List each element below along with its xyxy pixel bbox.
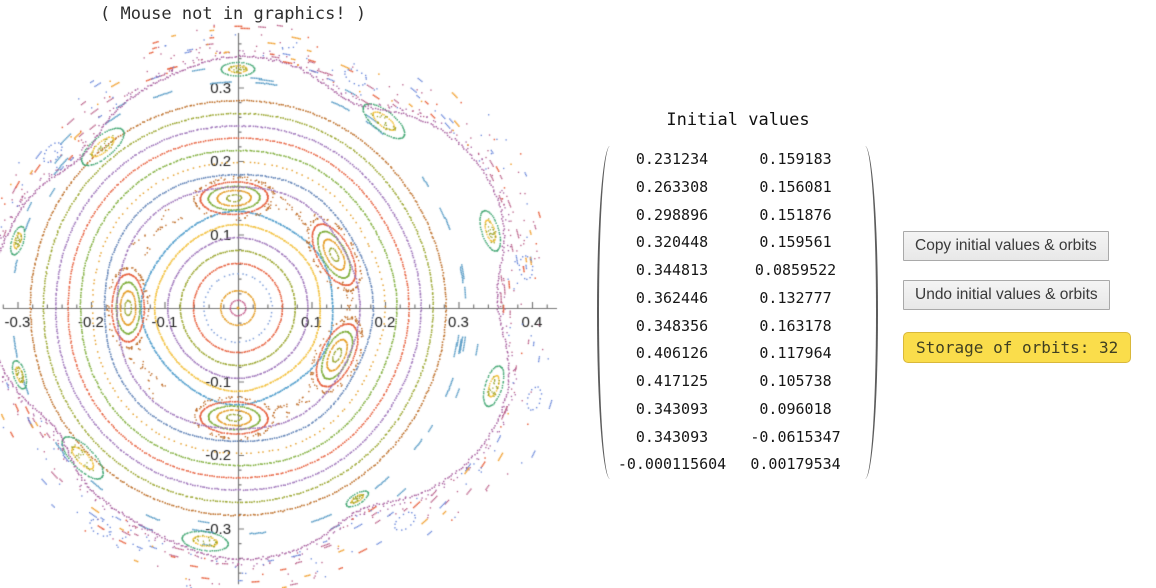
matrix-cell-r4-c1: 0.0859522 — [754, 261, 837, 279]
matrix-cell-r9-c0: 0.343093 — [635, 399, 709, 418]
initial-values-title: Initial values — [666, 110, 810, 130]
matrix-cell-r2-c0: 0.298896 — [635, 205, 709, 224]
matrix-cell-r11-c1: 0.00179534 — [750, 455, 841, 474]
matrix-left-paren-icon — [597, 146, 612, 479]
initial-values-matrix: 0.231234 0.159183 0.263308 0.156081 0.298896… — [597, 146, 878, 479]
storage-of-orbits-button[interactable]: Storage of orbits: 32 — [903, 332, 1132, 363]
matrix-cell-r1-c0: 0.263308 — [635, 177, 709, 196]
matrix-cell-r10-c0: 0.343093 — [635, 427, 709, 446]
matrix-cell-r7-c1: 0.117964 — [759, 344, 832, 363]
matrix-cell-r2-c1: 0.151876 — [759, 205, 832, 224]
matrix-cell-r10-c1: -0.0615347 — [750, 427, 841, 446]
matrix-cell-r8-c0: 0.417125 — [635, 372, 709, 390]
matrix-cell-r3-c1: 0.159561 — [759, 233, 832, 252]
matrix-cell-r8-c1: 0.105738 — [759, 372, 832, 390]
matrix-cell-r0-c1: 0.159183 — [759, 150, 832, 168]
matrix-values: 0.231234 0.159183 0.263308 0.156081 0.298896… — [614, 146, 861, 479]
plot-status-title: ( Mouse not in graphics! ) — [100, 4, 367, 24]
matrix-cell-r7-c0: 0.406126 — [635, 344, 709, 363]
matrix-cell-r0-c0: 0.231234 — [635, 150, 709, 168]
undo-initial-values-button[interactable]: Undo initial values & orbits — [903, 280, 1110, 310]
matrix-cell-r5-c0: 0.362446 — [635, 288, 709, 307]
matrix-cell-r6-c1: 0.163178 — [759, 316, 832, 335]
copy-initial-values-button[interactable]: Copy initial values & orbits — [903, 231, 1109, 261]
matrix-cell-r4-c0: 0.344813 — [635, 261, 709, 279]
matrix-cell-r5-c1: 0.132777 — [759, 288, 832, 307]
matrix-cell-r3-c0: 0.320448 — [635, 233, 709, 252]
phase-portrait-canvas[interactable] — [0, 0, 590, 588]
matrix-cell-r1-c1: 0.156081 — [759, 177, 832, 196]
matrix-cell-r9-c1: 0.096018 — [759, 399, 832, 418]
matrix-right-paren-icon — [863, 146, 878, 479]
matrix-cell-r6-c0: 0.348356 — [635, 316, 709, 335]
matrix-cell-r11-c0: -0.000115604 — [617, 455, 727, 474]
